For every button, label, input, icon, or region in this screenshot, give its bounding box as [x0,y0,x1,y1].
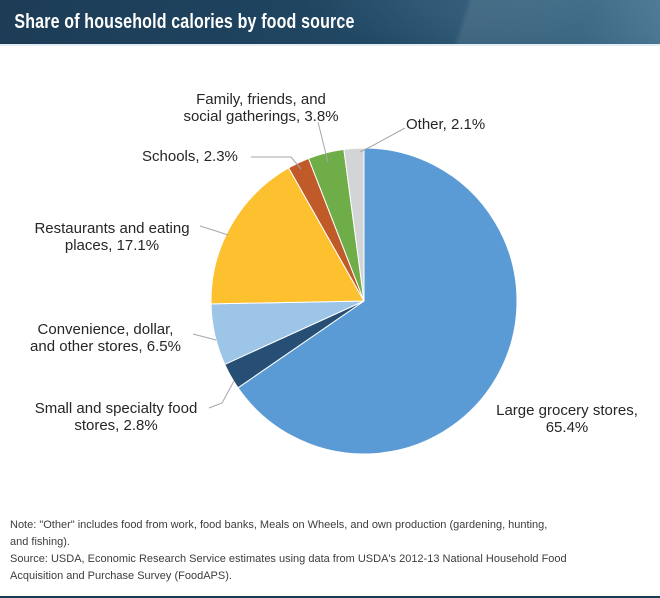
slice-label-convenience-stores: Convenience, dollar, and other stores, 6… [30,321,181,355]
pie-chart-svg [192,121,518,455]
leader-other [359,127,406,153]
slice-label-small-specialty: Small and specialty food stores, 2.8% [34,400,198,434]
slice-label-schools: Schools, 2.3% [142,148,238,165]
chart-notes: Note: "Other" includes food from work, f… [0,512,660,585]
leader-small-specialty [208,380,235,409]
pie-chart-area: Family, friends, and social gatherings, … [0,46,660,512]
leader-schools [251,156,302,170]
slice-label-family-friends: Family, friends, and social gatherings, … [183,91,339,125]
pie-slice-0 [237,147,518,455]
pie-slice-6 [343,147,365,302]
slice-label-other: Other, 2.1% [406,116,486,133]
leader-restaurants [199,225,229,236]
leader-convenience [192,333,217,341]
chart-title-bar: Share of household calories by food sour… [0,0,660,44]
title-bar-divider [0,44,660,46]
leader-family-friends [317,121,329,163]
source-text: Source: USDA, Economic Research Service … [10,553,567,582]
pie-slice-3 [210,167,365,305]
slice-label-large-grocery: Large grocery stores, 65.4% [496,402,638,436]
chart-title: Share of household calories by food sour… [14,11,355,33]
note-text: Note: "Other" includes food from work, f… [10,519,548,548]
slice-label-restaurants: Restaurants and eating places, 17.1% [34,220,190,254]
